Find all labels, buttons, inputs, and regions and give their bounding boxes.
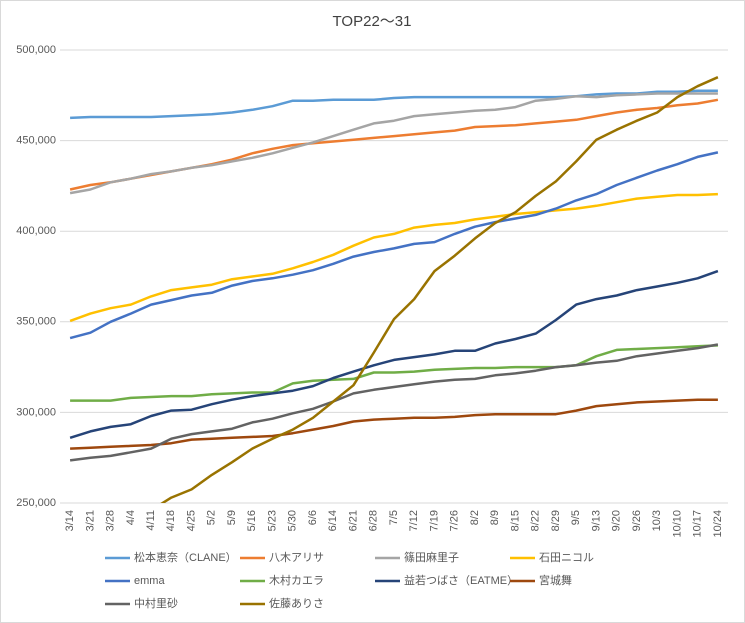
- x-tick-label: 7/12: [408, 510, 420, 531]
- x-tick-label: 3/28: [105, 510, 117, 531]
- legend-label: 石田ニコル: [539, 552, 594, 564]
- x-tick-label: 6/6: [307, 510, 319, 525]
- series-line: [70, 398, 718, 450]
- x-tick-label: 8/22: [530, 510, 542, 531]
- y-tick-label: 400,000: [16, 225, 56, 237]
- y-tick-label: 300,000: [16, 406, 56, 418]
- y-tick-label: 500,000: [16, 44, 56, 56]
- x-tick-label: 5/30: [287, 510, 299, 531]
- x-tick-label: 5/16: [246, 510, 258, 531]
- plot-area: [69, 76, 719, 503]
- x-tick-label: 8/9: [489, 510, 501, 525]
- x-tick-label: 4/4: [125, 510, 137, 525]
- legend-label: 八木アリサ: [269, 551, 324, 564]
- series-line: [70, 344, 718, 402]
- x-tick-label: 9/5: [570, 510, 582, 525]
- x-tick-label: 4/18: [165, 510, 177, 531]
- x-tick-label: 3/14: [64, 510, 76, 531]
- series-line: [70, 89, 718, 120]
- chart-title: TOP22～31: [333, 13, 412, 30]
- x-tick-label: 10/10: [671, 510, 683, 538]
- series-line: [69, 343, 719, 462]
- x-tick-label: 5/9: [226, 510, 238, 525]
- x-tick-label: 9/13: [590, 510, 602, 531]
- x-tick-label: 9/26: [631, 510, 643, 531]
- y-tick-label: 450,000: [16, 135, 56, 147]
- x-tick-label: 6/28: [368, 510, 380, 531]
- x-tick-label: 10/3: [651, 510, 663, 531]
- legend-label: 篠田麻里子: [404, 550, 459, 564]
- x-tick-label: 6/14: [327, 510, 339, 531]
- series-line: [69, 151, 719, 340]
- x-tick-label: 6/21: [347, 510, 359, 531]
- series-line: [69, 269, 719, 439]
- legend-label: 木村カエラ: [269, 573, 324, 587]
- x-tick-label: 7/26: [449, 510, 461, 531]
- y-tick-label: 250,000: [16, 497, 56, 509]
- series-line: [69, 92, 718, 195]
- x-tick-label: 4/25: [185, 510, 197, 531]
- x-tick-label: 7/5: [388, 510, 400, 525]
- x-tick-label: 8/2: [469, 510, 481, 525]
- x-tick-label: 10/24: [712, 510, 724, 538]
- legend-label: 松本恵奈（CLANE）: [134, 550, 237, 564]
- series-line: [160, 76, 719, 503]
- x-tick-label: 3/21: [84, 510, 96, 531]
- x-tick-label: 4/11: [145, 510, 157, 531]
- legend-label: 益若つばさ（EATME）: [404, 573, 518, 587]
- x-tick-label: 8/15: [509, 510, 521, 531]
- x-tick-label: 8/29: [550, 510, 562, 531]
- legend-label: 中村里砂: [134, 596, 178, 610]
- y-tick-label: 350,000: [16, 316, 56, 328]
- x-tick-label: 5/23: [266, 510, 278, 531]
- x-tick-label: 5/2: [206, 510, 218, 525]
- series-line: [69, 192, 718, 323]
- x-tick-label: 7/19: [428, 510, 440, 531]
- legend-label: emma: [134, 575, 165, 587]
- legend-label: 宮城舞: [539, 573, 572, 587]
- x-tick-label: 9/20: [611, 510, 623, 531]
- legend-label: 佐藤ありさ: [269, 596, 324, 610]
- x-tick-label: 10/17: [692, 510, 704, 538]
